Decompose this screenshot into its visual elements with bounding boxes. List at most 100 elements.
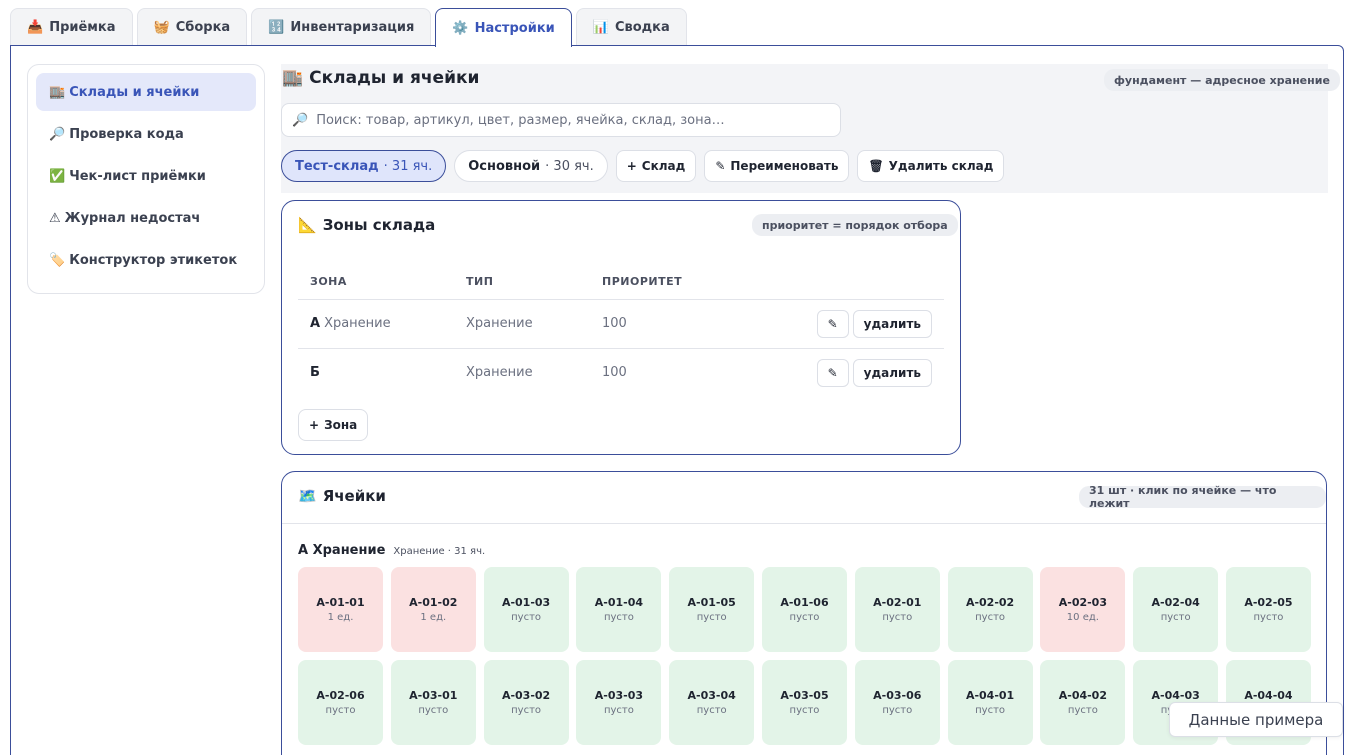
delete-zone-button[interactable]: удалить [852,309,932,338]
zone-type: Хранение [454,299,590,349]
sidebar-item-checklist[interactable]: ✅ Чек-лист приёмки [36,157,256,195]
storage-cell[interactable]: A-03-03 пусто [576,660,662,745]
storage-cell[interactable]: A-01-06 пусто [761,567,847,652]
column-header: ТИП [454,265,590,300]
storage-cell[interactable]: A-03-01 пусто [390,660,476,745]
zone-type: Хранение [466,365,533,381]
cell-status: пусто [696,705,727,716]
tab-settings[interactable]: ⚙️ Настройки [435,8,572,47]
cell-code: A-01-03 [501,596,551,609]
button-label: Склад [641,159,686,173]
tab-receiving[interactable]: 📥 Приёмка [10,8,133,46]
cell-status: пусто [418,705,449,716]
cell-status: 1 ед. [420,612,447,623]
storage-cell[interactable]: A-02-02 пусто [947,567,1033,652]
storage-cell[interactable]: A-03-06 пусто [854,660,940,745]
store-icon: 🏬 [282,68,304,88]
cell-status: 10 ед. [1066,612,1099,623]
tab-inventory[interactable]: 🔢 Инвентаризация [251,8,432,46]
warehouse-selector: Тест-склад · 31 яч. Основной · 30 яч. + Скл… [281,150,1005,182]
store-icon: 🏬 [49,84,66,100]
zone-group-title: А Хранение [298,543,386,558]
tag-icon: 🏷️ [49,252,66,268]
tab-assembly[interactable]: 🧺 Сборка [136,8,248,46]
cell-code: A-01-06 [780,596,829,609]
add-warehouse-button[interactable]: + Склад [615,150,697,182]
search-icon: 🔎 [292,112,309,128]
sidebar-item-shortage-log[interactable]: ⚠ Журнал недостач [36,199,256,237]
demo-data-button[interactable]: Данные примера [1169,702,1343,737]
warehouse-chip-main[interactable]: Основной · 30 яч. [454,150,608,182]
delete-warehouse-button[interactable]: 🗑 Удалить склад [857,150,1005,182]
search-box[interactable]: 🔎 [281,103,841,137]
cell-code: A-04-02 [1058,689,1107,702]
cell-code: A-02-04 [1151,596,1200,609]
page-title: 🏬 Склады и ячейки [282,68,479,88]
zone-cell: А Хранение [298,299,454,349]
cell-code: A-04-03 [1151,689,1200,702]
cell-code: A-02-02 [965,596,1015,609]
delete-zone-button[interactable]: удалить [852,358,932,387]
sidebar-item-label: Конструктор этикеток [69,252,238,268]
header-badge: фундамент — адресное хранение [1104,69,1340,91]
add-zone-button[interactable]: + Зона [298,409,369,441]
button-label: Удалить склад [888,159,994,173]
cell-code: A-02-01 [873,596,922,609]
storage-cell[interactable]: A-01-02 1 ед. [390,567,476,652]
storage-cell[interactable]: A-04-01 пусто [947,660,1033,745]
edit-zone-button[interactable]: ✎ [816,358,849,387]
sidebar-item-code-check[interactable]: 🔎 Проверка кода [36,115,256,153]
inbox-icon: 📥 [27,20,44,35]
zone-actions: ✎ удалить [731,348,944,397]
warning-icon: ⚠ [49,210,61,226]
map-icon: 🗺️ [298,487,317,505]
tab-label: Приёмка [49,20,116,35]
cell-status: пусто [882,705,913,716]
zones-table: ЗОНА ТИП ПРИОРИТЕТ А Хранение Хранение 10… [298,265,944,397]
sidebar-item-label: Проверка кода [69,126,184,142]
storage-cell[interactable]: A-01-05 пусто [669,567,755,652]
storage-cell[interactable]: A-03-02 пусто [483,660,569,745]
storage-cell[interactable]: A-02-04 пусто [1133,567,1219,652]
basket-icon: 🧺 [153,20,170,35]
cell-code: A-01-02 [409,596,458,609]
cell-code: A-03-05 [780,689,829,702]
cell-status: 1 ед. [327,612,354,623]
sidebar-item-warehouses[interactable]: 🏬 Склады и ячейки [36,73,256,111]
pencil-icon: ✎ [715,159,726,173]
storage-cell[interactable]: A-01-03 пусто [483,567,569,652]
rename-warehouse-button[interactable]: ✎ Переименовать [704,150,850,182]
edit-zone-button[interactable]: ✎ [816,309,849,338]
tab-summary[interactable]: 📊 Сводка [575,8,687,46]
cell-code: A-01-01 [316,596,365,609]
sidebar-item-label-builder[interactable]: 🏷️ Конструктор этикеток [36,241,256,279]
cell-status: пусто [511,705,542,716]
zones-card-title: 📐 Зоны склада [298,216,435,234]
cell-code: A-02-05 [1244,596,1293,609]
search-input[interactable] [316,112,830,128]
storage-cell[interactable]: A-02-05 пусто [1225,567,1311,652]
storage-cell[interactable]: A-02-01 пусто [854,567,940,652]
cell-status: пусто [789,612,820,623]
cell-code: A-04-04 [1244,689,1293,702]
bar-chart-icon: 📊 [592,20,609,35]
zone-group-meta: Хранение · 31 яч. [393,546,486,557]
cell-code: A-03-04 [687,689,736,702]
zone-group-label: А Хранение Хранение · 31 яч. [298,543,485,558]
storage-cell[interactable]: A-04-02 пусто [1040,660,1126,745]
cell-status: пусто [325,705,356,716]
cell-status: пусто [603,705,634,716]
zone-name: Хранение [324,316,391,331]
storage-cell[interactable]: A-03-04 пусто [669,660,755,745]
warehouse-chip-test[interactable]: Тест-склад · 31 яч. [281,150,447,182]
storage-cell[interactable]: A-01-01 1 ед. [298,567,383,652]
storage-cell[interactable]: A-03-05 пусто [761,660,847,745]
storage-cell[interactable]: A-02-06 пусто [298,660,383,745]
cell-status: пусто [1067,705,1098,716]
storage-cell[interactable]: A-02-03 10 ед. [1040,567,1126,652]
plus-icon: + [309,418,320,432]
storage-cell[interactable]: A-01-04 пусто [576,567,662,652]
column-header: ЗОНА [298,265,454,300]
card-title-text: Зоны склада [322,216,436,234]
cell-status: пусто [511,612,542,623]
